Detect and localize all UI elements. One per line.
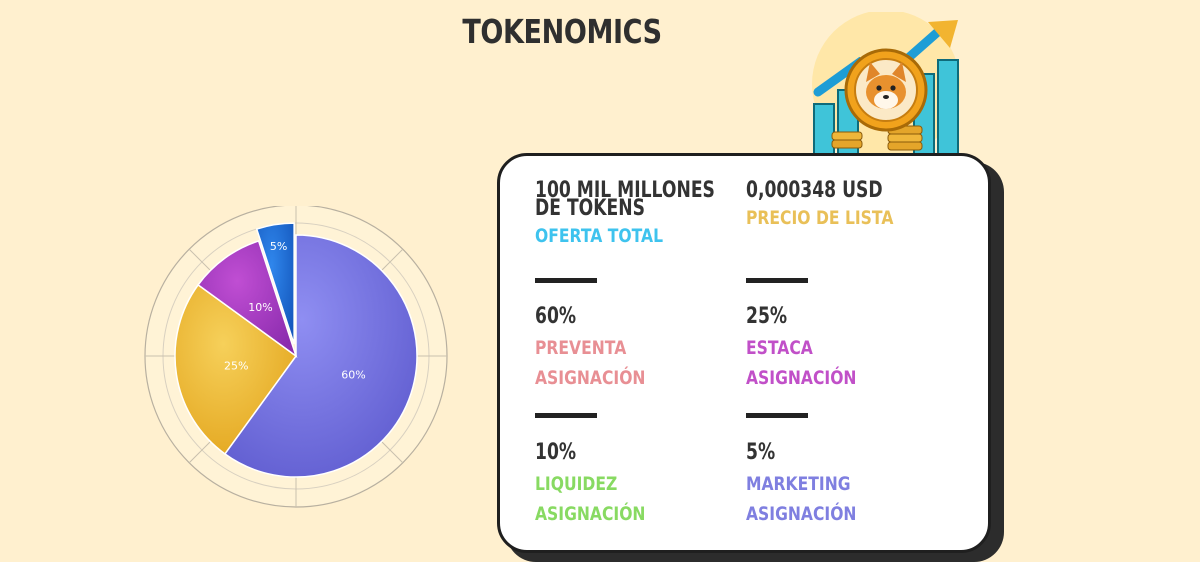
shiba-coin-icon bbox=[844, 48, 928, 132]
divider bbox=[535, 413, 597, 418]
total-supply-block: 100 MIL MILLONES DE TOKENS OFERTA TOTAL bbox=[535, 178, 735, 251]
list-price-label: PRECIO DE LISTA bbox=[746, 207, 894, 229]
presale-block: 60% PREVENTA ASIGNACIÓN bbox=[535, 304, 735, 393]
marketing-label: MARKETING bbox=[746, 473, 851, 495]
pie-chart-svg: 60% 25% 10% 5% bbox=[144, 206, 448, 508]
presale-sublabel: ASIGNACIÓN bbox=[535, 367, 646, 389]
presale-value: 60% bbox=[535, 304, 577, 329]
stake-label: ESTACA bbox=[746, 337, 813, 359]
pie-slice-presale bbox=[223, 234, 418, 478]
total-supply-value: 100 MIL MILLONES DE TOKENS bbox=[535, 178, 715, 221]
stake-sublabel: ASIGNACIÓN bbox=[746, 367, 857, 389]
pie-slice-liquidity bbox=[197, 239, 298, 358]
pie-slice-marketing bbox=[255, 222, 295, 345]
list-price-value: 0,000348 USD bbox=[746, 178, 883, 203]
list-price-block: 0,000348 USD PRECIO DE LISTA bbox=[746, 178, 946, 233]
liquidity-label: LIQUIDEZ bbox=[535, 473, 618, 495]
pie-slice-label-marketing: 5% bbox=[270, 240, 287, 253]
divider bbox=[746, 278, 808, 283]
presale-label: PREVENTA bbox=[535, 337, 627, 359]
tokenomics-info-card: 100 MIL MILLONES DE TOKENS OFERTA TOTAL … bbox=[497, 153, 991, 553]
pie-slice-stake bbox=[174, 283, 298, 455]
divider bbox=[746, 413, 808, 418]
liquidity-value: 10% bbox=[535, 440, 577, 465]
divider bbox=[535, 278, 597, 283]
marketing-sublabel: ASIGNACIÓN bbox=[746, 503, 857, 525]
liquidity-sublabel: ASIGNACIÓN bbox=[535, 503, 646, 525]
marketing-value: 5% bbox=[746, 440, 776, 465]
stake-block: 25% ESTACA ASIGNACIÓN bbox=[746, 304, 946, 393]
pie-slice-label-presale: 60% bbox=[341, 369, 365, 382]
pie-slice-label-stake: 25% bbox=[224, 359, 248, 372]
pie-slice-label-liquidity: 10% bbox=[248, 301, 272, 314]
page-title: TOKENOMICS bbox=[462, 12, 662, 51]
coin-mascot-illustration bbox=[812, 12, 960, 158]
stake-value: 25% bbox=[746, 304, 788, 329]
liquidity-block: 10% LIQUIDEZ ASIGNACIÓN bbox=[535, 440, 735, 529]
total-supply-label: OFERTA TOTAL bbox=[535, 225, 664, 247]
marketing-block: 5% MARKETING ASIGNACIÓN bbox=[746, 440, 946, 529]
allocation-pie-chart: 60% 25% 10% 5% bbox=[140, 206, 452, 545]
